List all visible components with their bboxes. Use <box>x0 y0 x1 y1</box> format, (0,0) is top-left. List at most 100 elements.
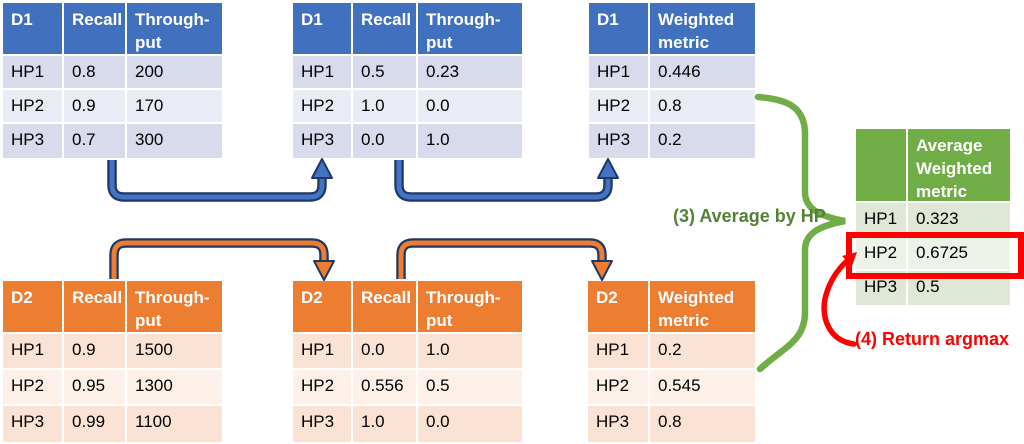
table-row: HP2 0.95 1300 <box>3 370 222 406</box>
table-row: HP3 0.0 1.0 <box>293 124 522 158</box>
value-cell: 0.0 <box>353 334 418 370</box>
arrow-d1-raw-to-normalized-icon <box>107 158 333 202</box>
value-cell: 0.446 <box>650 56 755 90</box>
value-cell: 1100 <box>127 406 222 442</box>
table-d1-weighted: D1 Weighted metric HP1 0.446 HP2 0.8 HP3 0.2 <box>589 3 755 158</box>
table-row: HP1 0.9 1500 <box>3 334 222 370</box>
row-header: HP1 <box>856 203 908 237</box>
row-header: HP1 <box>588 334 650 370</box>
table-row: HP2 1.0 0.0 <box>293 90 522 124</box>
column-header: Through- put <box>127 281 222 334</box>
table-row: HP2 0.545 <box>588 370 755 406</box>
row-header: HP1 <box>3 334 64 370</box>
column-header <box>856 129 908 203</box>
column-header: Through- put <box>127 3 222 56</box>
row-header: HP3 <box>3 124 64 158</box>
value-cell: 1.0 <box>353 406 418 442</box>
value-cell: 0.0 <box>418 406 522 442</box>
table-row: HP1 0.8 200 <box>3 56 222 90</box>
step3-label: (3) Average by HP <box>673 206 826 226</box>
table-row: HP1 0.5 0.23 <box>293 56 522 90</box>
arrow-d2-raw-to-normalized-icon <box>109 238 335 281</box>
column-header: Through- put <box>418 281 522 334</box>
value-cell: 0.95 <box>64 370 127 406</box>
argmax-arrow-icon <box>821 252 857 347</box>
average-brace-icon <box>754 93 846 373</box>
table-row: HP2 0.556 0.5 <box>293 370 522 406</box>
table-d2-weighted: D2 Weighted metric HP1 0.2 HP2 0.545 HP3 0.8 <box>588 281 755 442</box>
table-row: HP1 0.446 <box>589 56 755 90</box>
arrow-d1-normalized-to-weighted-icon <box>394 158 619 202</box>
column-header: Recall <box>64 3 127 56</box>
value-cell: 0.5 <box>908 271 1010 305</box>
column-header: Recall <box>353 3 418 56</box>
column-header: D2 <box>293 281 353 334</box>
column-header: Average Weighted metric <box>908 129 1010 203</box>
row-header: HP1 <box>589 56 650 90</box>
table-row: HP2 0.8 <box>589 90 755 124</box>
table-row: HP3 0.5 <box>856 271 1010 305</box>
row-header: HP2 <box>293 370 353 406</box>
value-cell: 200 <box>127 56 222 90</box>
value-cell: 0.545 <box>650 370 755 406</box>
column-header: D1 <box>589 3 650 56</box>
table-d1-raw: D1 Recall Through- put HP1 0.8 200 HP2 0.9 170 HP… <box>3 3 222 158</box>
row-header: HP1 <box>293 56 353 90</box>
value-cell: 1.0 <box>418 334 522 370</box>
table-row: HP1 0.2 <box>588 334 755 370</box>
table-average-weighted: Average Weighted metric HP1 0.323 HP2 0.6725… <box>856 129 1010 305</box>
value-cell: 0.6725 <box>908 237 1010 271</box>
value-cell: 0.323 <box>908 203 1010 237</box>
value-cell: 0.0 <box>353 124 418 158</box>
table-d2-normalized: D2 Recall Through- put HP1 0.0 1.0 HP2 0.556 0.5… <box>293 281 522 442</box>
table-row: HP3 0.99 1100 <box>3 406 222 442</box>
column-header: Weighted metric <box>650 3 755 56</box>
step4-label: (4) Return argmax <box>855 329 1010 349</box>
row-header: HP3 <box>293 124 353 158</box>
row-header: HP1 <box>293 334 353 370</box>
value-cell: 0.9 <box>64 90 127 124</box>
table-row: HP3 0.7 300 <box>3 124 222 158</box>
column-header: Recall <box>64 281 127 334</box>
value-cell: 1.0 <box>418 124 522 158</box>
table-row: HP1 0.0 1.0 <box>293 334 522 370</box>
column-header: D2 <box>3 281 64 334</box>
table-row: HP2 0.9 170 <box>3 90 222 124</box>
column-header: D1 <box>3 3 64 56</box>
value-cell: 0.9 <box>64 334 127 370</box>
value-cell: 0.7 <box>64 124 127 158</box>
row-header: HP3 <box>293 406 353 442</box>
value-cell: 0.0 <box>418 90 522 124</box>
row-header: HP2 <box>3 90 64 124</box>
value-cell: 0.8 <box>650 90 755 124</box>
table-row: HP2 0.6725 <box>856 237 1010 271</box>
value-cell: 0.8 <box>650 406 755 442</box>
column-header: Through- put <box>418 3 522 56</box>
column-header: D1 <box>293 3 353 56</box>
row-header: HP3 <box>3 406 64 442</box>
row-header: HP3 <box>856 271 908 305</box>
value-cell: 0.8 <box>64 56 127 90</box>
value-cell: 0.2 <box>650 124 755 158</box>
value-cell: 0.556 <box>353 370 418 406</box>
column-header: Recall <box>353 281 418 334</box>
row-header: HP3 <box>588 406 650 442</box>
column-header: Weighted metric <box>650 281 755 334</box>
value-cell: 0.2 <box>650 334 755 370</box>
table-row: HP3 0.8 <box>588 406 755 442</box>
table-d1-normalized: D1 Recall Through- put HP1 0.5 0.23 HP2 1.0 0.0 H… <box>293 3 522 158</box>
table-d2-raw: D2 Recall Through- put HP1 0.9 1500 HP2 0.95 130… <box>3 281 222 442</box>
row-header: HP2 <box>856 237 908 271</box>
value-cell: 0.5 <box>353 56 418 90</box>
value-cell: 1500 <box>127 334 222 370</box>
column-header: D2 <box>588 281 650 334</box>
value-cell: 170 <box>127 90 222 124</box>
value-cell: 1300 <box>127 370 222 406</box>
value-cell: 0.23 <box>418 56 522 90</box>
row-header: HP2 <box>3 370 64 406</box>
value-cell: 0.99 <box>64 406 127 442</box>
row-header: HP2 <box>588 370 650 406</box>
table-row: HP1 0.323 <box>856 203 1010 237</box>
row-header: HP2 <box>589 90 650 124</box>
